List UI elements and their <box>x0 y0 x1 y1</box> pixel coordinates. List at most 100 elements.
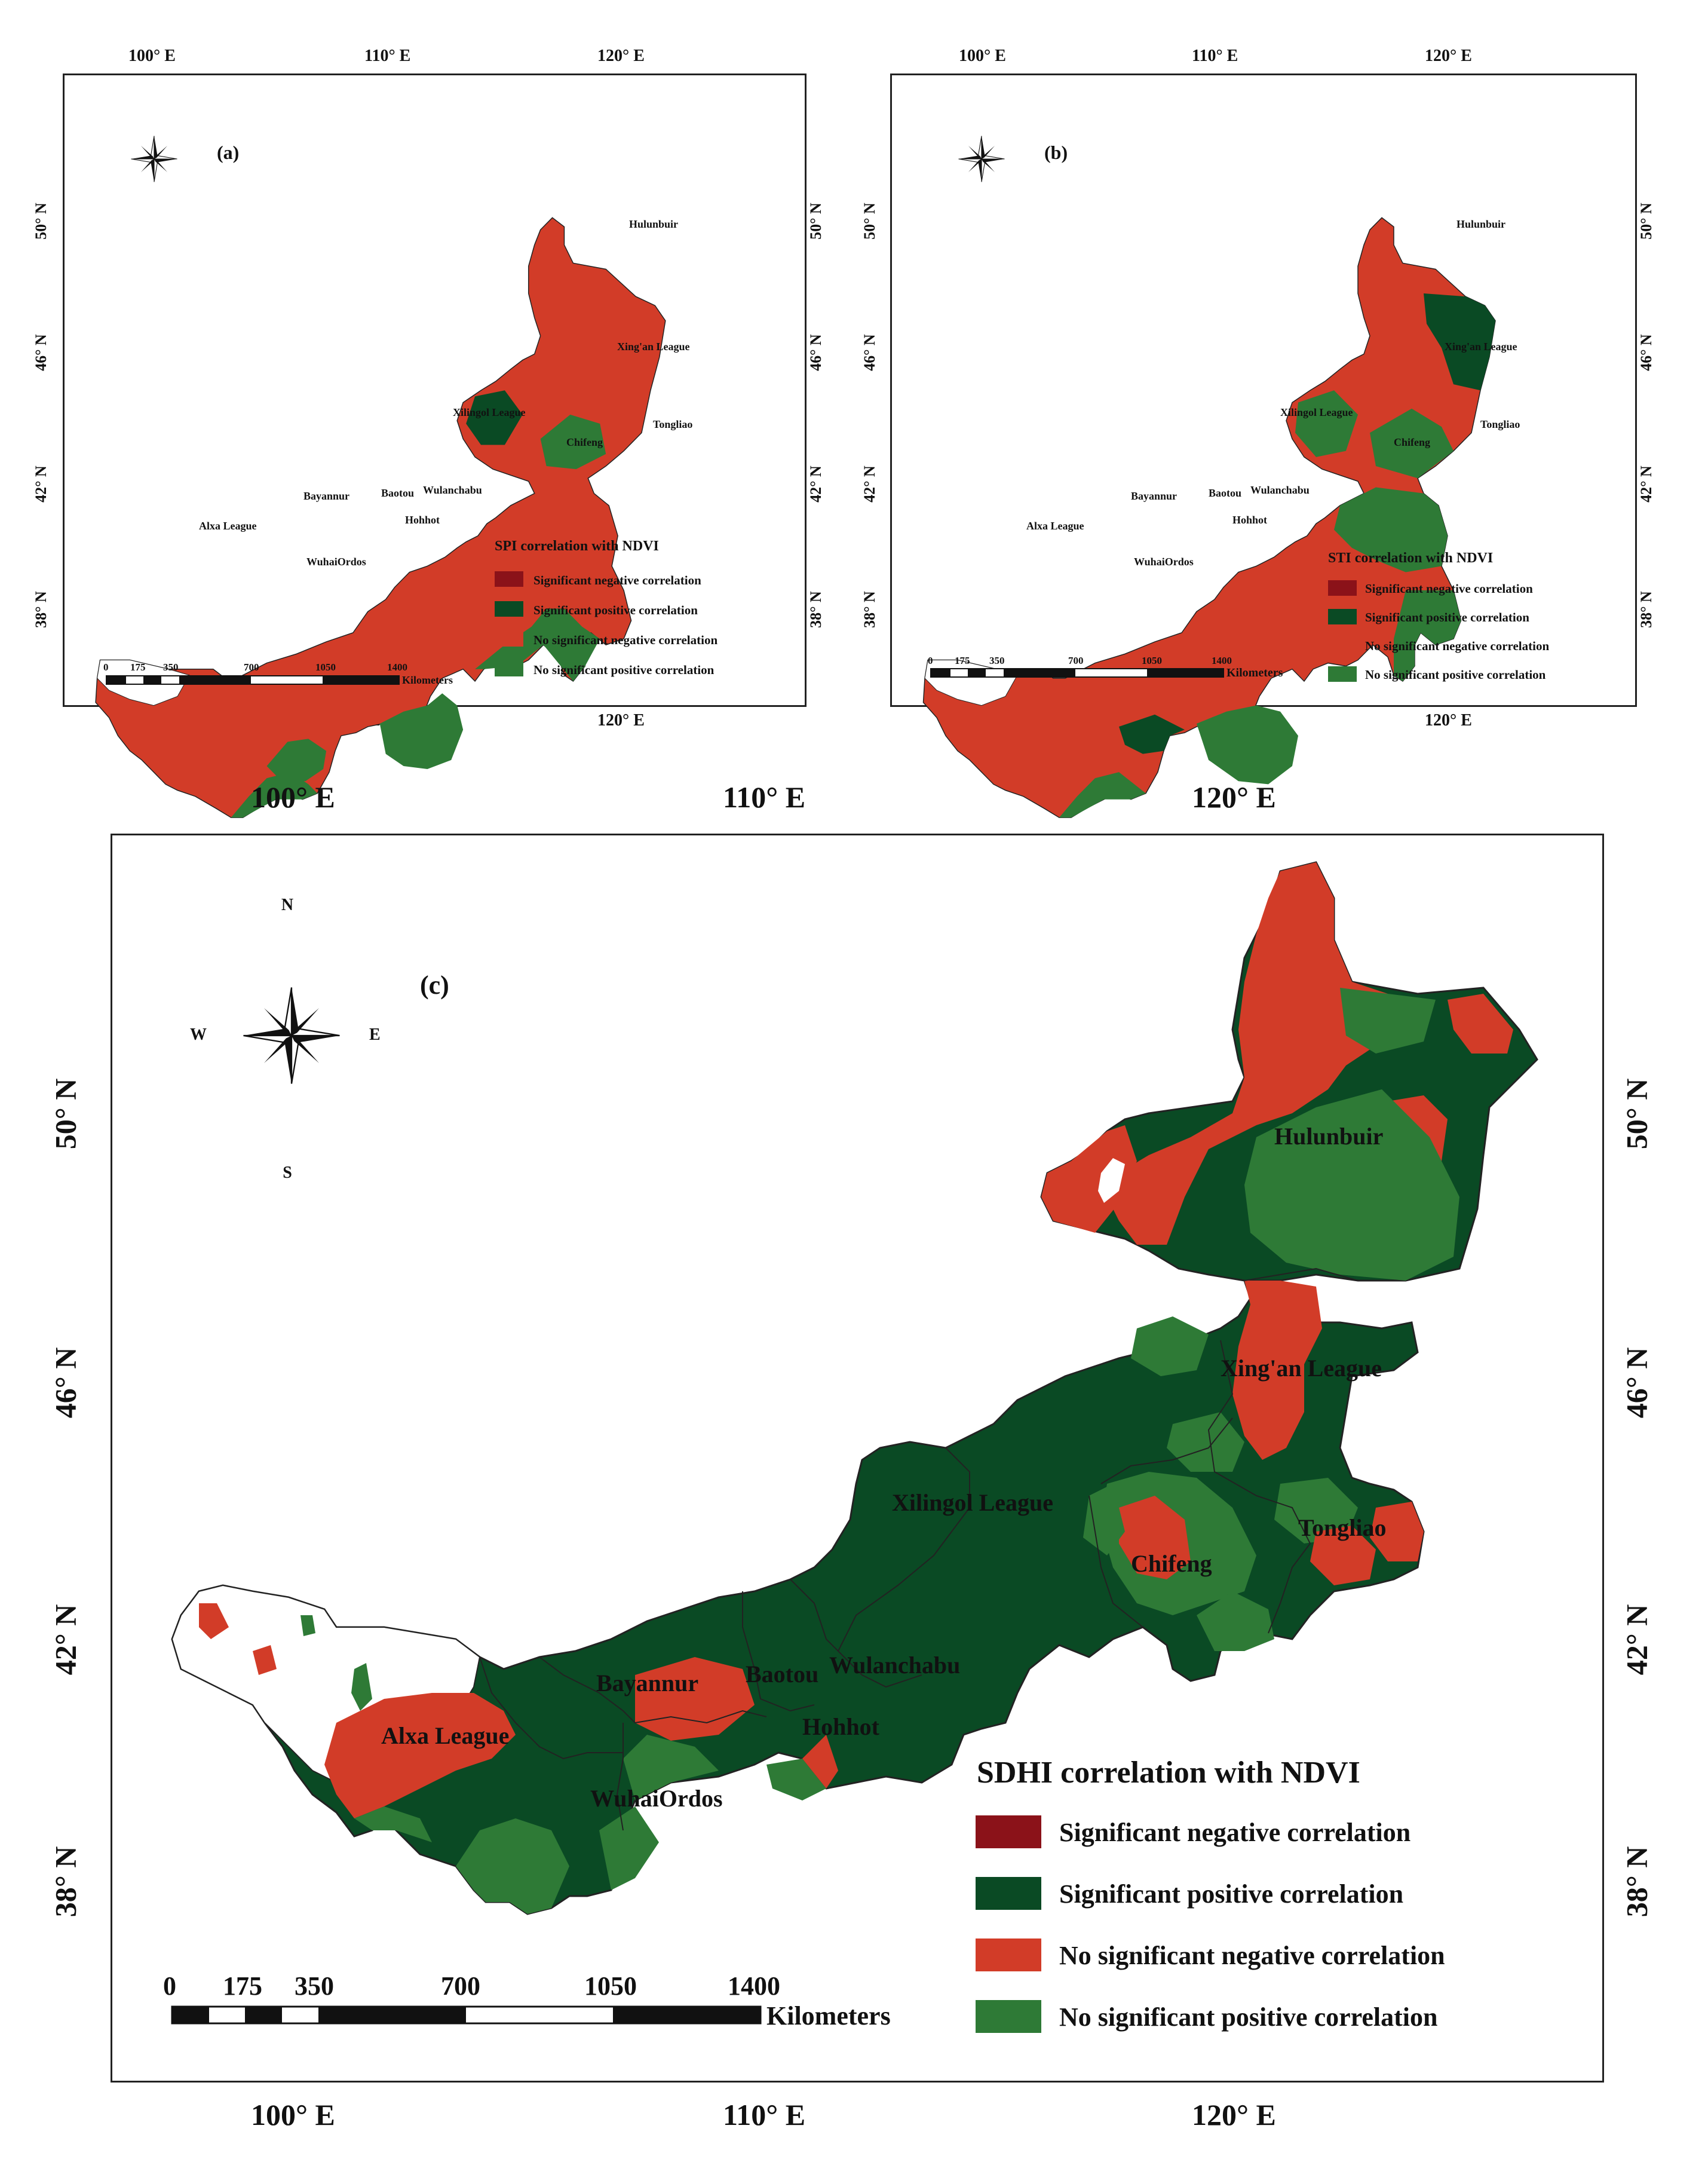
region-label-bayannur-c: Bayannur <box>596 1670 698 1696</box>
legend-title-c: SDHI correlation with NDVI <box>977 1756 1360 1790</box>
lon-tick-top-a-100: 100° E <box>128 47 176 65</box>
legend-item-sig-pos-c: Significant positive correlation <box>1059 1879 1403 1909</box>
legend-c: SDHI correlation with NDVI Significant n… <box>976 1756 1445 2033</box>
region-label-xingan-c: Xing'an League <box>1221 1355 1382 1382</box>
lat-tick-right-a-46: 46° N <box>807 334 824 371</box>
region-label-xingan-b: Xing'an League <box>1445 341 1517 353</box>
lon-tick-bottom-a-120: 120° E <box>597 711 645 730</box>
panel-tag-c: (c) <box>420 970 449 1000</box>
map-svg-b: (b) Hulunbuir Xing'an League Xilingol Le… <box>922 136 1549 818</box>
legend-swatch-nonsig-neg-b <box>1328 638 1357 653</box>
lon-tick-top-b-100: 100° E <box>959 47 1006 65</box>
legend-swatch-sig-pos-c <box>976 1877 1041 1910</box>
legend-swatch-sig-neg-a <box>495 571 523 587</box>
lat-tick-right-a-38: 38° N <box>807 591 824 628</box>
region-label-xingan-a: Xing'an League <box>617 341 690 353</box>
region-label-wulanchabu-c: Wulanchabu <box>829 1652 960 1679</box>
lon-tick-top-b-110: 110° E <box>1192 47 1238 65</box>
lat-tick-right-b-38: 38° N <box>1637 591 1655 628</box>
compass-rose-icon <box>958 136 1005 182</box>
lat-tick-left-a-38: 38° N <box>32 591 50 628</box>
lat-tick-right-c-38: 38° N <box>1620 1846 1654 1918</box>
inner-mongolia-shape-c <box>171 861 1538 1915</box>
scale-tick-a-3: 700 <box>244 662 259 673</box>
scale-tick-a-1: 175 <box>130 662 146 673</box>
region-label-alxa-b: Alxa League <box>1026 520 1084 532</box>
region-label-baotou-a: Baotou <box>381 487 414 499</box>
compass-s-label: S <box>283 1163 292 1182</box>
scale-unit-c: Kilometers <box>766 2001 891 2031</box>
scale-tick-c-3: 700 <box>441 1971 480 2001</box>
legend-item-nonsig-neg-c: No significant negative correlation <box>1059 1941 1445 1970</box>
map-panel-c: N S E W (c) Hulunbuir Xing'an League Xil… <box>111 834 1604 2083</box>
scale-tick-c-5: 1400 <box>728 1971 780 2001</box>
lat-tick-right-b-50: 50° N <box>1637 203 1655 240</box>
scale-unit-a: Kilometers <box>402 674 453 686</box>
region-label-chifeng-a: Chifeng <box>566 436 603 448</box>
lon-tick-top-c-100: 100° E <box>251 780 335 814</box>
region-label-hulunbuir-b: Hulunbuir <box>1456 218 1505 230</box>
scale-tick-b-1: 175 <box>955 655 970 666</box>
region-label-hulunbuir-c: Hulunbuir <box>1274 1123 1383 1150</box>
scale-tick-a-5: 1400 <box>387 662 407 673</box>
region-label-xilingol-c: Xilingol League <box>892 1489 1053 1516</box>
scale-tick-c-2: 350 <box>295 1971 334 2001</box>
scale-tick-a-4: 1050 <box>315 662 336 673</box>
legend-item-nonsig-pos-b: No significant positive correlation <box>1365 667 1546 682</box>
lat-tick-left-a-50: 50° N <box>32 203 50 240</box>
region-label-chifeng-b: Chifeng <box>1394 436 1430 448</box>
scale-tick-c-1: 175 <box>223 1971 262 2001</box>
lon-tick-bottom-c-120: 120° E <box>1192 2098 1276 2132</box>
scale-unit-b: Kilometers <box>1226 666 1283 679</box>
lat-tick-right-b-46: 46° N <box>1637 334 1655 371</box>
legend-swatch-nonsig-neg-a <box>495 631 523 647</box>
map-svg-c: N S E W (c) Hulunbuir Xing'an League Xil… <box>163 861 1538 2033</box>
scale-bar-a: 0 175 350 700 1050 1400 Kilometers <box>103 662 453 686</box>
scale-tick-b-3: 700 <box>1068 655 1084 666</box>
lat-tick-right-a-50: 50° N <box>807 203 824 240</box>
region-label-xilingol-b: Xilingol League <box>1280 406 1353 418</box>
legend-item-nonsig-pos-a: No significant positive correlation <box>533 663 715 677</box>
legend-b: STI correlation with NDVI Significant ne… <box>1328 550 1549 682</box>
legend-swatch-nonsig-pos-a <box>495 661 523 676</box>
scale-tick-a-2: 350 <box>163 662 179 673</box>
region-label-bayannur-b: Bayannur <box>1131 490 1177 502</box>
region-label-baotou-b: Baotou <box>1209 487 1241 499</box>
scale-tick-b-0: 0 <box>928 655 933 666</box>
panel-tag-b: (b) <box>1044 142 1068 163</box>
legend-swatch-nonsig-pos-b <box>1328 666 1357 682</box>
map-panel-b: (b) Hulunbuir Xing'an League Xilingol Le… <box>890 74 1637 818</box>
legend-a: SPI correlation with NDVI Significant ne… <box>495 538 717 677</box>
region-label-wuhaiordos-c: WuhaiOrdos <box>590 1785 723 1812</box>
lon-tick-top-c-110: 110° E <box>723 780 806 814</box>
lat-tick-left-a-42: 42° N <box>32 466 50 503</box>
region-label-hohhot-b: Hohhot <box>1232 514 1267 526</box>
region-label-alxa-c: Alxa League <box>381 1722 509 1749</box>
region-label-hohhot-c: Hohhot <box>802 1713 880 1740</box>
compass-e-label: E <box>369 1025 381 1044</box>
region-label-xilingol-a: Xilingol League <box>453 406 526 418</box>
inner-mongolia-shape-b <box>922 217 1496 818</box>
region-label-hohhot-a: Hohhot <box>405 514 440 526</box>
region-label-hulunbuir-a: Hulunbuir <box>629 218 678 230</box>
legend-item-sig-neg-a: Significant negative correlation <box>533 573 701 587</box>
region-label-tongliao-c: Tongliao <box>1298 1514 1386 1541</box>
scale-tick-c-0: 0 <box>163 1971 176 2001</box>
scale-tick-b-2: 350 <box>989 655 1005 666</box>
legend-item-nonsig-pos-c: No significant positive correlation <box>1059 2002 1437 2032</box>
region-label-tongliao-b: Tongliao <box>1480 418 1520 430</box>
map-panel-a: (a) Hulunbuir Xing'an League Xilingol Le… <box>63 74 807 818</box>
lon-tick-top-b-120: 120° E <box>1425 47 1472 65</box>
legend-swatch-nonsig-pos-c <box>976 2000 1041 2033</box>
lat-tick-left-b-46: 46° N <box>860 334 878 371</box>
legend-item-sig-neg-c: Significant negative correlation <box>1059 1818 1410 1847</box>
region-label-wulanchabu-b: Wulanchabu <box>1250 484 1310 496</box>
legend-title-b: STI correlation with NDVI <box>1328 550 1493 566</box>
region-label-wuhaiordos-a: WuhaiOrdos <box>306 556 366 568</box>
compass-rose-icon <box>243 987 340 1084</box>
scale-tick-b-4: 1050 <box>1142 655 1162 666</box>
legend-item-sig-pos-a: Significant positive correlation <box>533 603 698 617</box>
lon-tick-top-a-110: 110° E <box>364 47 411 65</box>
scale-bar-b: 0 175 350 700 1050 1400 Kilometers <box>928 655 1283 679</box>
lat-tick-right-c-46: 46° N <box>1620 1347 1654 1419</box>
